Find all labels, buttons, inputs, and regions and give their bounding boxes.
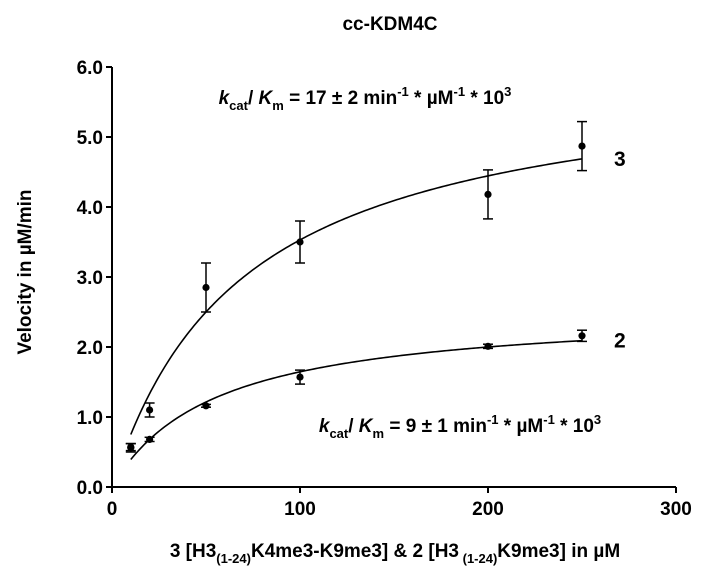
data-point-series-2 — [578, 332, 586, 340]
text-part: -1 — [543, 412, 555, 427]
text-part: -1 — [397, 84, 409, 99]
data-point-series-2 — [484, 342, 492, 350]
x-tick-label: 0 — [107, 499, 118, 520]
text-part: = 9 ± 1 min — [384, 416, 487, 437]
data-point-series-2 — [146, 435, 154, 443]
text-part: K — [259, 88, 274, 109]
data-point-series-2 — [202, 402, 210, 410]
data-point-series-2 — [296, 373, 304, 381]
data-point-series-3 — [146, 406, 154, 414]
text-part: / — [348, 416, 359, 437]
x-tick-label: 100 — [284, 499, 316, 520]
y-tick-label: 3.0 — [77, 268, 103, 289]
text-part: K4me3-K9me3] & 2 [H3 — [251, 541, 459, 562]
data-point-series-3 — [578, 142, 586, 150]
axes: 0.0 1.0 2.0 3.0 4.0 5.0 6.0 0 100 200 300 — [77, 58, 692, 520]
annotation-series-2: kcat​/ Km​ = 9 ± 1 min-1​ * µM-1​ * 103​ — [319, 412, 601, 441]
text-part: (1-24) — [216, 551, 251, 566]
y-tick-label: 1.0 — [77, 408, 103, 429]
text-part: m — [272, 98, 284, 113]
y-tick-label: 6.0 — [77, 58, 103, 79]
text-part: 3 [H3 — [170, 541, 216, 562]
data-point-series-3 — [296, 238, 304, 246]
data-point-series-3 — [484, 190, 492, 198]
y-axis-label: Velocity in µM/min — [15, 189, 36, 354]
y-tick-label: 4.0 — [77, 198, 103, 219]
text-part: = 17 ± 2 min — [284, 88, 397, 109]
text-part: cat — [329, 426, 348, 441]
y-tick-label: 5.0 — [77, 128, 103, 149]
y-tick-label: 2.0 — [77, 338, 103, 359]
x-axis-label: 3 [H3(1-24)​K4me3-K9me3] & 2 [H3 (1-24)​… — [170, 541, 620, 566]
annotation-series-3: kcat​/ Km​ = 17 ± 2 min-1​ * µM-1​ * 103… — [219, 84, 512, 113]
text-part: K9me3] in µM — [497, 541, 620, 562]
x-tick-label: 200 — [472, 499, 504, 520]
text-part: k — [319, 416, 331, 437]
chart-title: cc-KDM4C — [342, 14, 437, 35]
series-label-2: 2 — [614, 330, 626, 353]
text-part: / — [248, 88, 259, 109]
text-part: -1 — [487, 412, 499, 427]
text-part: cat — [229, 98, 248, 113]
text-part: k — [219, 88, 231, 109]
text-part: m — [373, 426, 385, 441]
x-tick-label: 300 — [660, 499, 692, 520]
text-part: * µM — [499, 416, 544, 437]
series-labels: 32 — [614, 148, 626, 353]
text-part: -1 — [454, 84, 466, 99]
fit-curve-series-2 — [130, 339, 583, 461]
data-points — [127, 142, 586, 452]
text-part: 3 — [594, 412, 601, 427]
text-part: K — [359, 416, 374, 437]
text-part: * 10 — [465, 88, 504, 109]
y-tick-label: 0.0 — [77, 478, 103, 499]
fit-curves — [130, 158, 583, 461]
text-part: (1-24) — [459, 551, 497, 566]
series-label-3: 3 — [614, 148, 626, 171]
data-point-series-2 — [127, 444, 135, 452]
text-part: * µM — [409, 88, 454, 109]
data-point-series-3 — [202, 283, 210, 292]
text-part: 3 — [504, 84, 511, 99]
error-bars — [125, 120, 587, 453]
fit-curve-series-3 — [130, 158, 583, 435]
text-part: * 10 — [555, 416, 594, 437]
